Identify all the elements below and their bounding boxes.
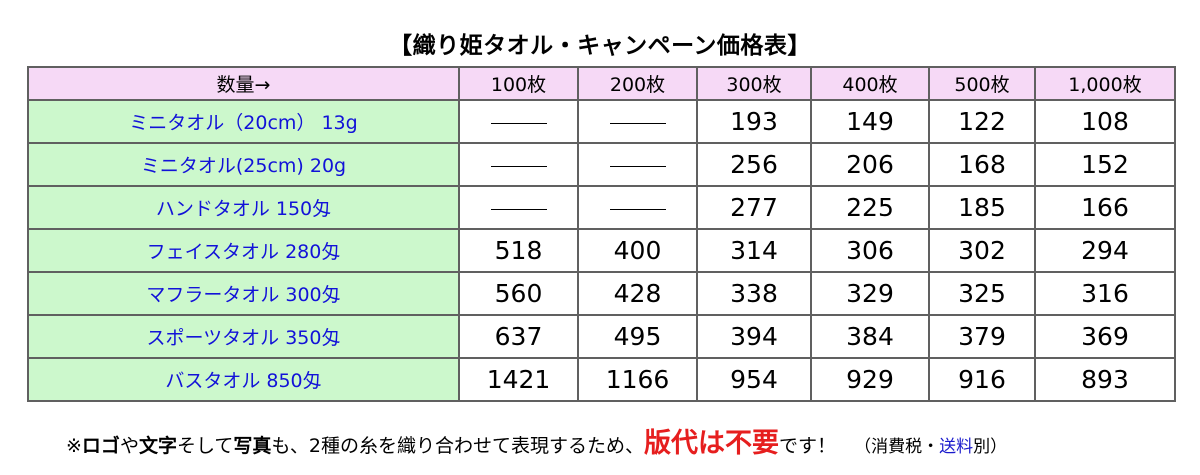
product-name: スポーツタオル 350匁	[27, 314, 460, 359]
price-cell: 314	[696, 228, 812, 273]
price-cell: 206	[810, 142, 930, 187]
price-cell: 225	[810, 185, 930, 230]
price-cell: 306	[810, 228, 930, 273]
price-cell: 294	[1034, 228, 1176, 273]
header-row: 数量→ 100枚 200枚 300枚 400枚 500枚 1,000枚	[27, 66, 1176, 101]
price-cell: 893	[1034, 357, 1176, 402]
no-plate-fee-emphasis: 版代は不要	[643, 428, 779, 459]
price-cell: 277	[696, 185, 812, 230]
price-cell: 400	[577, 228, 698, 273]
page-title: 【織り姫タオル・キャンペーン価格表】	[389, 33, 811, 59]
price-cell: 256	[696, 142, 812, 187]
price-cell: 149	[810, 99, 930, 144]
price-cell: 338	[696, 271, 812, 316]
product-name: バスタオル 850匁	[27, 357, 460, 402]
price-cell: 108	[1034, 99, 1176, 144]
dash-mark	[490, 208, 547, 210]
column-header: 1,000枚	[1034, 66, 1176, 101]
product-name: ハンドタオル 150匁	[27, 185, 460, 230]
price-cell: 369	[1034, 314, 1176, 359]
price-cell: 929	[810, 357, 930, 402]
footnote-text: ※	[66, 435, 82, 457]
price-cell: 637	[458, 314, 579, 359]
price-cell: 384	[810, 314, 930, 359]
table-row: マフラータオル 300匁 560 428 338 329 325 316	[27, 271, 1176, 316]
tax-note-open: （消費税・	[854, 437, 940, 457]
footnote-text: そして	[176, 435, 234, 457]
price-cell: 152	[1034, 142, 1176, 187]
column-header: 300枚	[696, 66, 812, 101]
table-row: ミニタオル(25cm) 20g 256 206 168 152	[27, 142, 1176, 187]
footnote-bold-text: 文字	[138, 435, 177, 457]
price-cell: 1166	[577, 357, 698, 402]
price-table: 数量→ 100枚 200枚 300枚 400枚 500枚 1,000枚 ミニタオ…	[27, 66, 1176, 402]
shipping-link[interactable]: 送料	[939, 437, 974, 457]
price-cell: 379	[928, 314, 1036, 359]
price-cell: 954	[696, 357, 812, 402]
price-cell-unavailable	[577, 99, 698, 144]
footnote-bold-logo: ロゴ	[81, 435, 120, 457]
dash-mark	[609, 165, 666, 167]
table-row: ハンドタオル 150匁 277 225 185 166	[27, 185, 1176, 230]
footnote-text: や	[119, 435, 139, 457]
price-cell: 166	[1034, 185, 1176, 230]
price-cell: 428	[577, 271, 698, 316]
column-header: 500枚	[928, 66, 1036, 101]
price-cell: 325	[928, 271, 1036, 316]
price-cell: 316	[1034, 271, 1176, 316]
price-cell: 560	[458, 271, 579, 316]
product-name: ミニタオル（20cm） 13g	[27, 99, 460, 144]
price-cell-unavailable	[458, 185, 579, 230]
price-cell: 1421	[458, 357, 579, 402]
price-cell: 916	[928, 357, 1036, 402]
footnote: ※ロゴや文字そして写真も、2種の糸を織り合わせて表現するため、版代は不要です！ …	[66, 421, 1200, 460]
price-cell-unavailable	[458, 142, 579, 187]
dash-mark	[490, 122, 547, 124]
footnote-bold-photo: 写真	[233, 435, 272, 457]
price-cell: 168	[928, 142, 1036, 187]
dash-mark	[609, 208, 666, 210]
price-cell: 518	[458, 228, 579, 273]
product-name: ミニタオル(25cm) 20g	[27, 142, 460, 187]
quantity-header: 数量→	[27, 66, 460, 101]
footnote-text: も、2種の糸を織り合わせて表現するため、	[271, 435, 644, 457]
table-row: スポーツタオル 350匁 637 495 394 384 379 369	[27, 314, 1176, 359]
tax-note: （消費税・送料別）	[854, 437, 1007, 457]
column-header: 400枚	[810, 66, 930, 101]
price-cell: 122	[928, 99, 1036, 144]
price-cell-unavailable	[577, 185, 698, 230]
price-cell-unavailable	[458, 99, 579, 144]
price-cell: 394	[696, 314, 812, 359]
table-row: バスタオル 850匁 1421 1166 954 929 916 893	[27, 357, 1176, 402]
product-name: フェイスタオル 280匁	[27, 228, 460, 273]
price-cell: 495	[577, 314, 698, 359]
price-cell-unavailable	[577, 142, 698, 187]
price-cell: 185	[928, 185, 1036, 230]
product-name: マフラータオル 300匁	[27, 271, 460, 316]
column-header: 200枚	[577, 66, 698, 101]
footnote-text: です！	[778, 435, 836, 457]
price-cell: 302	[928, 228, 1036, 273]
dash-mark	[609, 122, 666, 124]
table-row: ミニタオル（20cm） 13g 193 149 122 108	[27, 99, 1176, 144]
dash-mark	[490, 165, 547, 167]
price-cell: 193	[696, 99, 812, 144]
column-header: 100枚	[458, 66, 579, 101]
price-cell: 329	[810, 271, 930, 316]
table-row: フェイスタオル 280匁 518 400 314 306 302 294	[27, 228, 1176, 273]
tax-note-close: 別）	[973, 437, 1008, 457]
